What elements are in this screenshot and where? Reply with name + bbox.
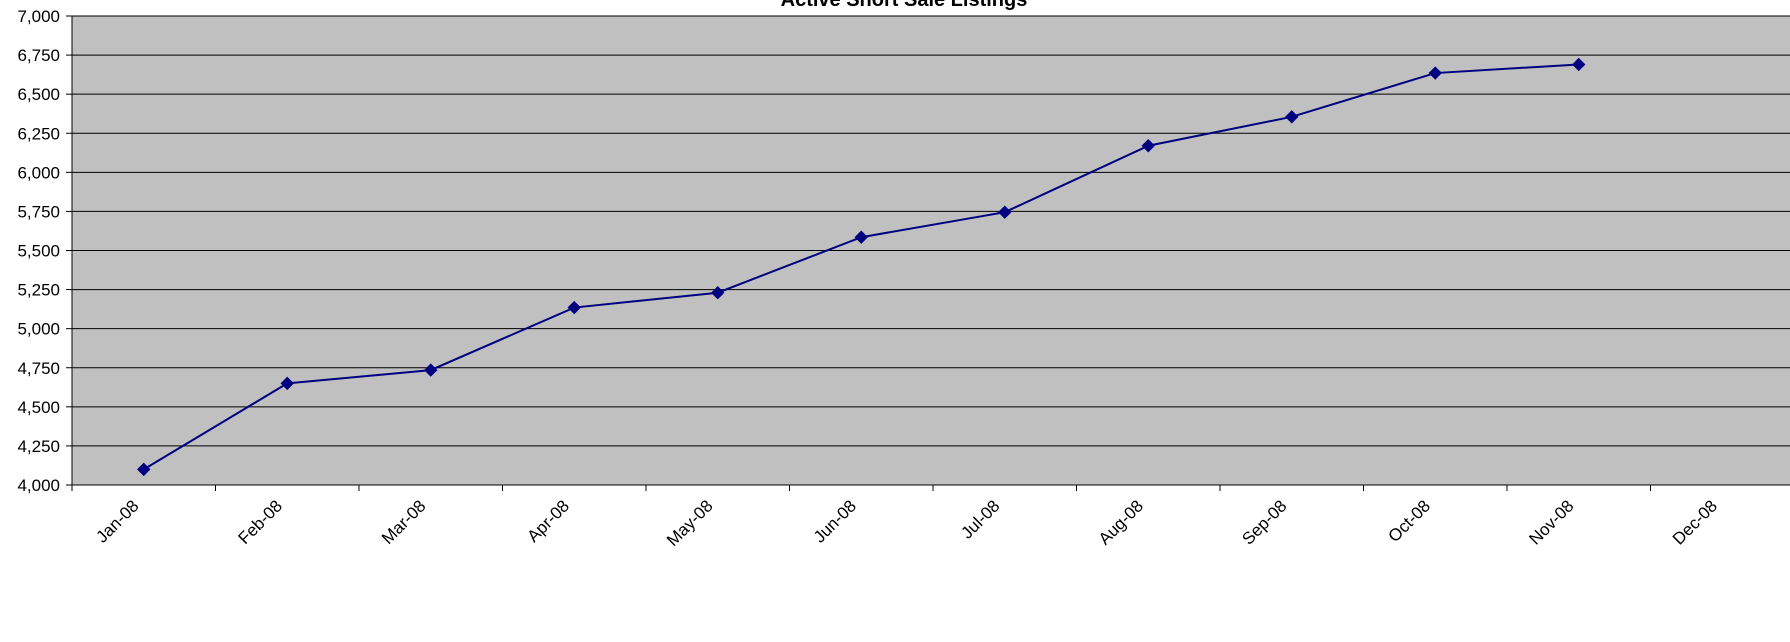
x-tick-label: Jul-08: [957, 496, 1003, 542]
x-tick-label: Nov-08: [1525, 496, 1577, 548]
x-tick-label: Sep-08: [1238, 496, 1290, 548]
data-point-marker: [424, 363, 438, 377]
y-tick-label: 5,500: [17, 242, 60, 261]
data-point-marker: [711, 286, 725, 300]
y-tick-label: 4,000: [17, 476, 60, 495]
chart-title: Active Short Sale Listings: [781, 0, 1028, 11]
y-tick-label: 7,000: [17, 7, 60, 26]
y-tick-label: 6,000: [17, 163, 60, 182]
x-tick-label: Aug-08: [1095, 496, 1147, 548]
y-tick-label: 6,750: [17, 46, 60, 65]
data-point-marker: [1572, 57, 1586, 72]
data-point-marker: [998, 205, 1012, 219]
y-tick-label: 6,250: [17, 124, 60, 143]
x-tick-label: Apr-08: [524, 496, 574, 546]
x-tick-label: Mar-08: [378, 496, 430, 548]
x-tick-label: Dec-08: [1669, 496, 1721, 548]
y-tick-label: 4,750: [17, 359, 60, 378]
data-point-marker: [854, 230, 868, 244]
y-tick-label: 6,500: [17, 85, 60, 104]
data-point-marker: [137, 462, 151, 477]
x-tick-label: Feb-08: [235, 496, 287, 548]
data-point-marker: [1428, 66, 1442, 80]
data-point-marker: [1285, 110, 1299, 124]
y-tick-label: 5,000: [17, 320, 60, 339]
x-tick-label: Jun-08: [810, 496, 860, 546]
y-tick-label: 5,750: [17, 202, 60, 221]
data-point-marker: [1141, 139, 1155, 153]
x-tick-label: Jan-08: [92, 496, 142, 546]
y-tick-label: 5,250: [17, 281, 60, 300]
data-point-marker: [567, 300, 581, 315]
y-tick-label: 4,250: [17, 437, 60, 456]
data-point-marker: [280, 376, 294, 391]
x-tick-label: Oct-08: [1385, 496, 1435, 546]
y-tick-label: 4,500: [17, 398, 60, 417]
x-tick-label: May-08: [663, 496, 717, 550]
